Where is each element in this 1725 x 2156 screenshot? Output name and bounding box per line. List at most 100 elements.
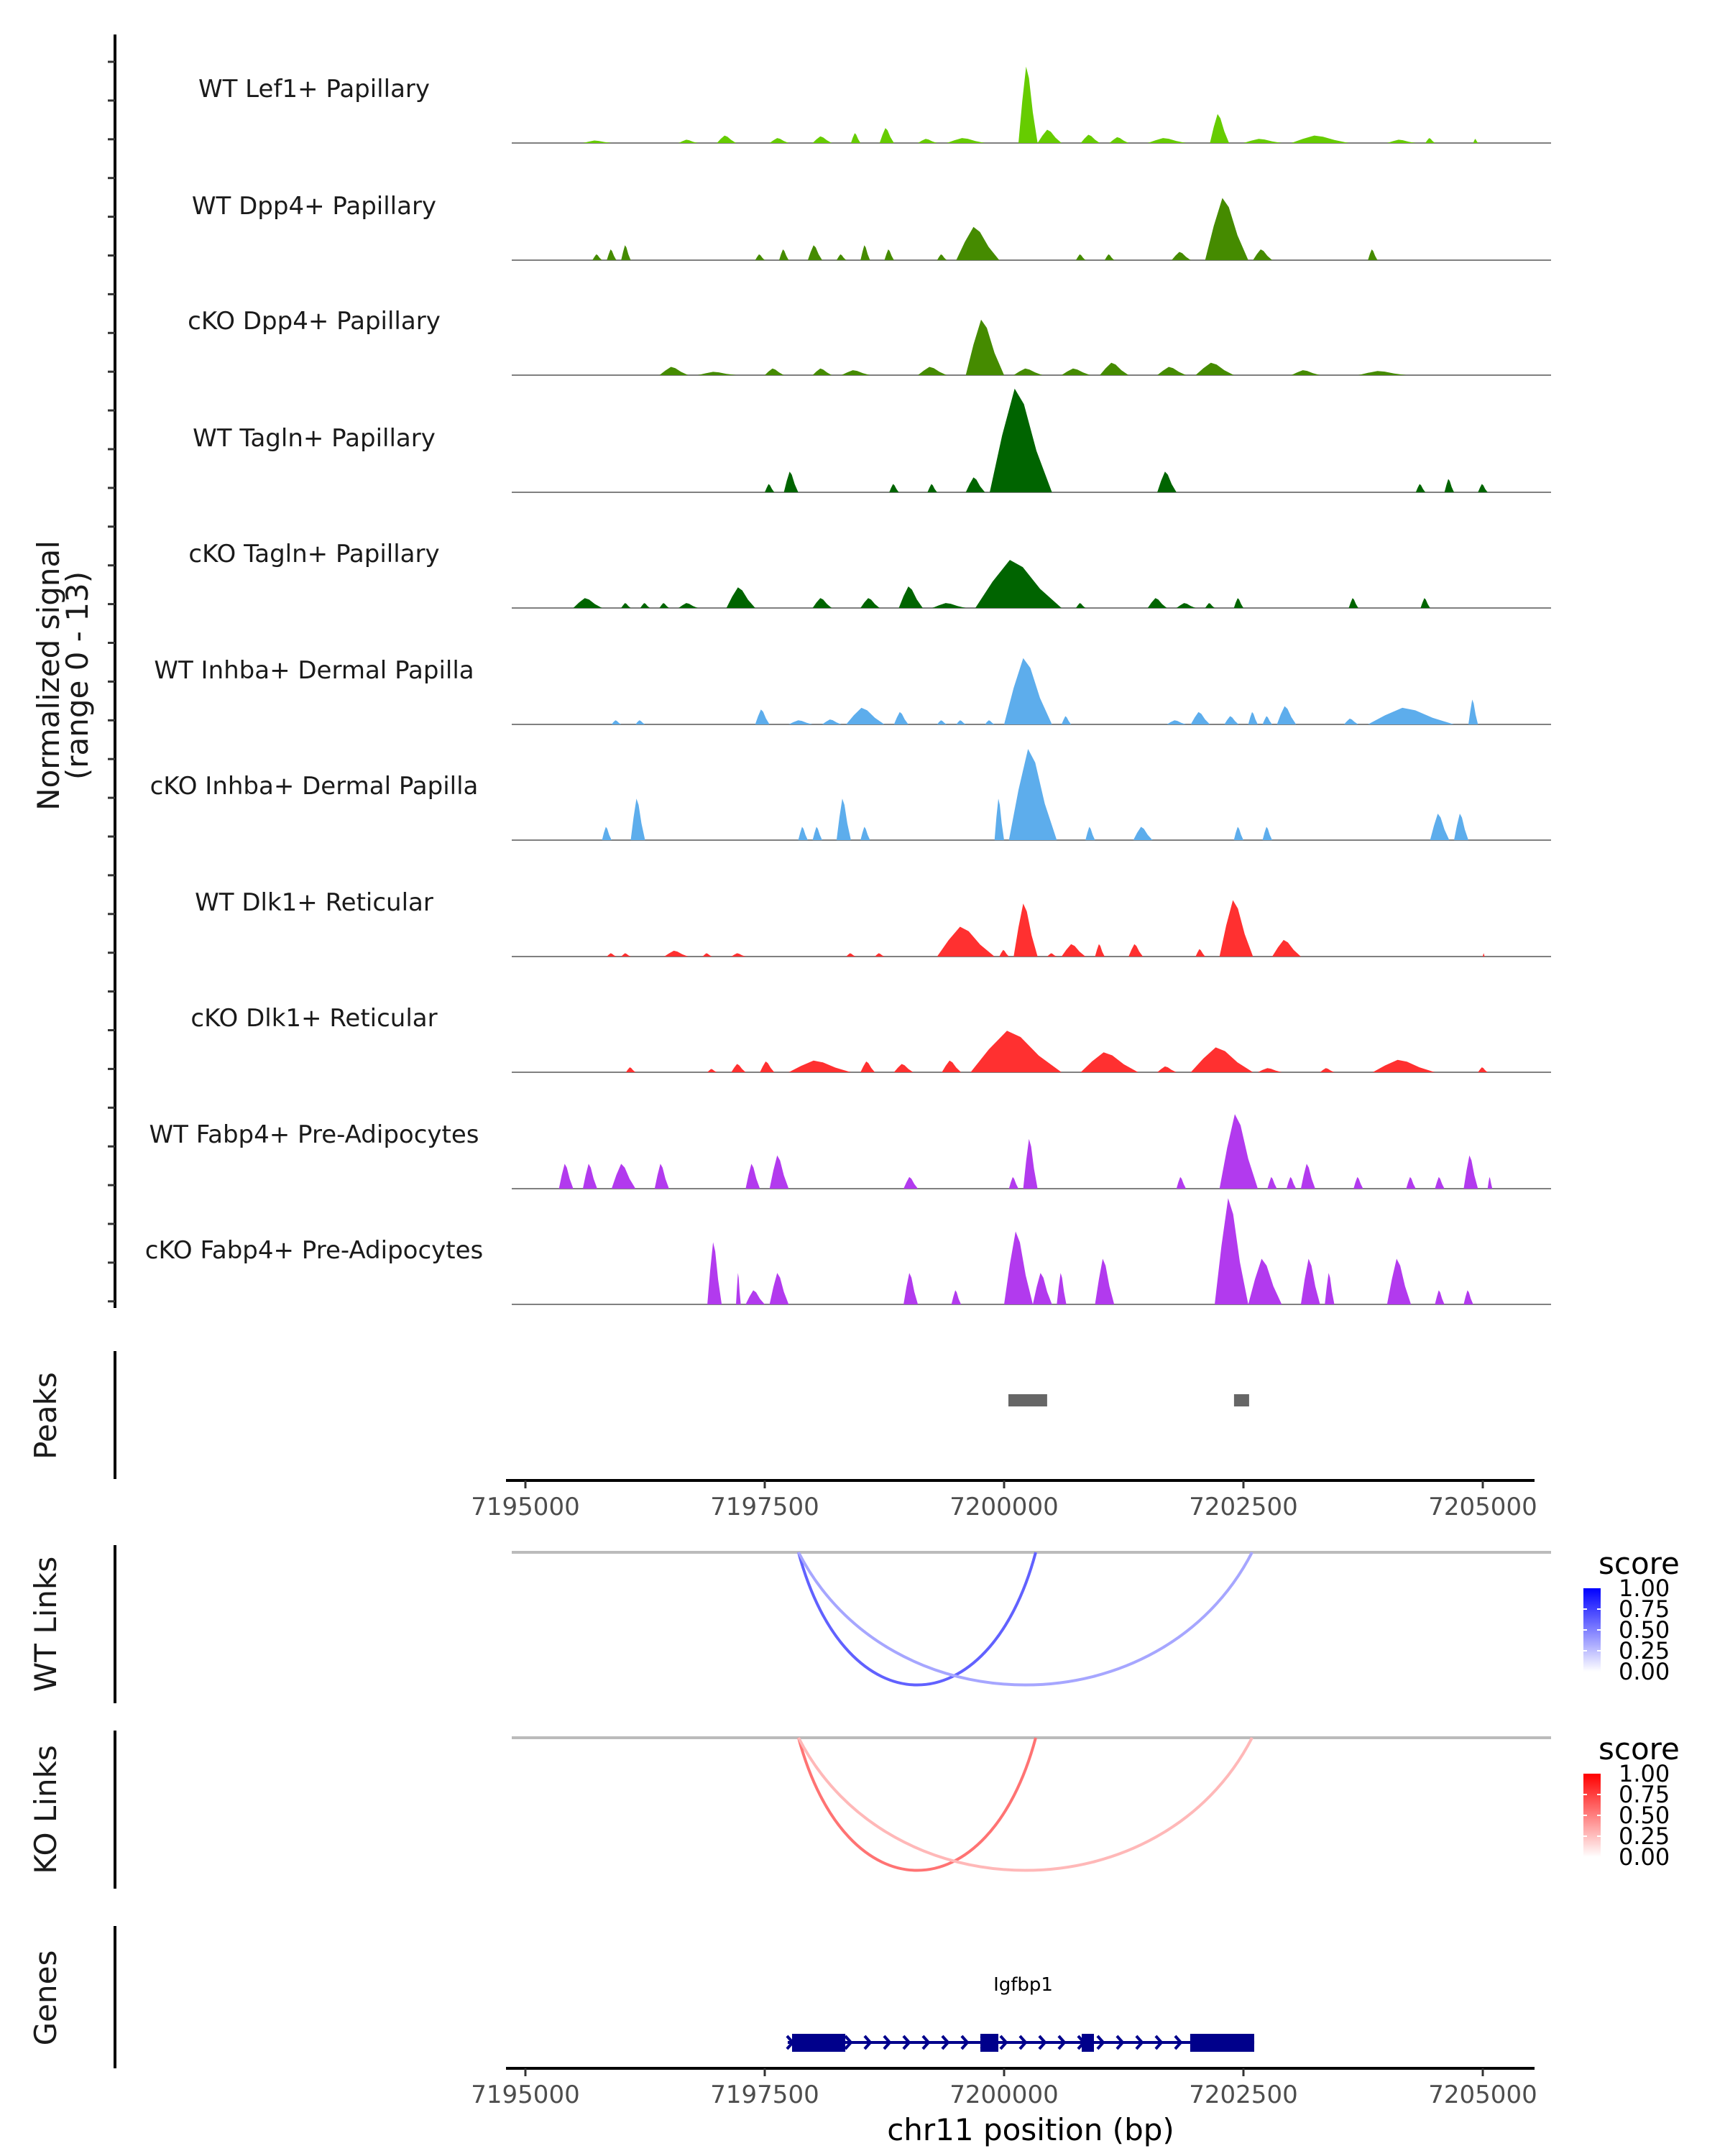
coverage-peak bbox=[1157, 367, 1187, 375]
coverage-peak bbox=[607, 249, 617, 260]
coverage-track: WT Tagln+ Papillary bbox=[193, 388, 1551, 493]
coverage-peak bbox=[1368, 249, 1378, 260]
x-tick-label: 7195000 bbox=[471, 1493, 579, 1521]
coverage-peak bbox=[1147, 138, 1187, 143]
coverage-peak bbox=[635, 720, 645, 724]
coverage-peak bbox=[582, 1164, 597, 1189]
coverage-peak bbox=[1075, 254, 1086, 260]
coverage-peak bbox=[621, 603, 631, 608]
strand-arrow-icon bbox=[1057, 2035, 1067, 2050]
x-tick-label: 7197500 bbox=[710, 2081, 819, 2109]
coverage-peak bbox=[1272, 939, 1301, 957]
coverage-peak bbox=[1195, 362, 1234, 375]
coverage-peak bbox=[975, 560, 1062, 608]
legend-tick-label: 0.00 bbox=[1619, 1658, 1670, 1685]
strand-arrow-icon bbox=[1154, 2035, 1164, 2050]
coverage-peak bbox=[970, 1031, 1062, 1072]
coverage-peak bbox=[951, 1290, 962, 1304]
peak-regions bbox=[1008, 1394, 1249, 1406]
coverage-peak bbox=[1372, 1059, 1435, 1072]
strand-arrow-icon bbox=[941, 2035, 950, 2050]
coverage-peak bbox=[1128, 944, 1144, 957]
coverage-peak bbox=[1210, 114, 1229, 143]
strand-arrow-icon bbox=[1174, 2035, 1183, 2050]
coverage-peak bbox=[990, 388, 1052, 492]
coverage-peak bbox=[927, 484, 937, 492]
coverage-peak bbox=[965, 319, 1004, 375]
legend-tick-label: 0.25 bbox=[1619, 1823, 1670, 1850]
coverage-peak bbox=[769, 138, 789, 143]
coverage-peak bbox=[1195, 949, 1205, 957]
coverage-peak bbox=[1262, 826, 1272, 840]
coverage-track: WT Lef1+ Papillary bbox=[198, 66, 1551, 144]
coverage-peak bbox=[1276, 706, 1297, 724]
coverage-peak bbox=[1444, 479, 1454, 492]
coverage-peak bbox=[1205, 603, 1215, 608]
coverage-peak bbox=[836, 798, 851, 840]
link-arc bbox=[797, 1737, 1037, 1872]
x-tick-label: 7197500 bbox=[710, 1493, 819, 1521]
coverage-peak bbox=[788, 1060, 851, 1072]
coverage-peak bbox=[903, 1273, 919, 1304]
coverage-peak bbox=[1080, 134, 1100, 143]
coverage-peak bbox=[745, 1164, 760, 1189]
coverage-peak bbox=[630, 798, 645, 840]
peaks-panel: Peaks bbox=[28, 1351, 1249, 1479]
track-label: cKO Dpp4+ Papillary bbox=[188, 307, 441, 336]
coverage-peak bbox=[1300, 1258, 1320, 1304]
coverage-peak bbox=[736, 1273, 741, 1304]
strand-arrow-icon bbox=[902, 2035, 911, 2050]
coverage-track: cKO Dpp4+ Papillary bbox=[188, 307, 1551, 376]
coverage-track: cKO Inhba+ Dermal Papilla bbox=[150, 749, 1551, 841]
coverage-peak bbox=[1219, 1114, 1258, 1189]
coverage-peak bbox=[1300, 1164, 1315, 1189]
coverage-peak bbox=[1406, 1176, 1416, 1189]
link-arc bbox=[797, 1737, 1254, 1872]
coverage-peak bbox=[812, 368, 832, 375]
gene-exon bbox=[980, 2034, 998, 2052]
coverage-peak bbox=[846, 707, 885, 724]
coverage-peak bbox=[1248, 1258, 1282, 1304]
link-arc bbox=[797, 1552, 1037, 1687]
track-label: WT Inhba+ Dermal Papilla bbox=[154, 656, 474, 685]
strand-arrow-icon bbox=[844, 2035, 853, 2050]
coverage-track: cKO Tagln+ Papillary bbox=[188, 540, 1551, 609]
x-tick-label: 7200000 bbox=[949, 2081, 1058, 2109]
legend-tick-label: 0.75 bbox=[1619, 1781, 1670, 1808]
legend-tick-label: 1.00 bbox=[1619, 1760, 1670, 1787]
strand-arrow-icon bbox=[1038, 2035, 1047, 2050]
coverage-track: cKO Fabp4+ Pre-Adipocytes bbox=[145, 1198, 1551, 1305]
coverage-track: WT Fabp4+ Pre-Adipocytes bbox=[150, 1114, 1551, 1189]
coverage-peak bbox=[1430, 814, 1450, 840]
coverage-peak bbox=[1353, 1176, 1363, 1189]
coverage-peak bbox=[879, 128, 894, 143]
coverage-peak bbox=[1478, 484, 1488, 492]
coverage-peak bbox=[640, 603, 650, 608]
coverage-peak bbox=[1425, 138, 1435, 143]
coverage-peak bbox=[1435, 1290, 1445, 1304]
coverage-peak bbox=[875, 953, 885, 957]
coverage-peak bbox=[903, 1176, 919, 1189]
coverage-peak bbox=[707, 1069, 717, 1072]
coverage-peak bbox=[1435, 1176, 1445, 1189]
coverage-y-axis-range: (range 0 - 13) bbox=[60, 571, 95, 780]
strand-arrow-icon bbox=[863, 2035, 873, 2050]
coverage-peak bbox=[1004, 658, 1052, 724]
coverage-peak bbox=[1286, 1176, 1297, 1189]
coverage-peak bbox=[788, 720, 813, 724]
coverage-tracks: WT Lef1+ Papillary WT Dpp4+ Papillary cKO … bbox=[145, 66, 1551, 1305]
coverage-peak bbox=[1215, 1198, 1248, 1304]
track-label: cKO Fabp4+ Pre-Adipocytes bbox=[145, 1236, 484, 1265]
coverage-peak bbox=[1253, 249, 1272, 260]
coverage-peak bbox=[1224, 716, 1239, 724]
track-label: cKO Inhba+ Dermal Papilla bbox=[150, 772, 479, 801]
coverage-peak bbox=[942, 1060, 962, 1072]
coverage-peak bbox=[1468, 699, 1478, 724]
legend-title: score bbox=[1598, 1546, 1680, 1581]
coverage-peak bbox=[602, 826, 612, 840]
coverage-peak bbox=[918, 139, 937, 143]
coverage-peak bbox=[1013, 368, 1043, 375]
x-axis-bottom: 7195000 7197500 7200000 7202500 7205000 bbox=[471, 2067, 1537, 2109]
coverage-peak bbox=[860, 826, 870, 840]
